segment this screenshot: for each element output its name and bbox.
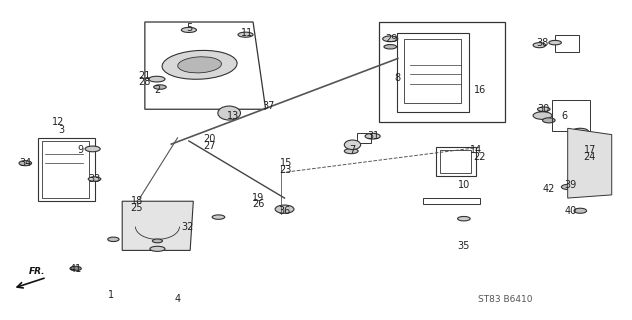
Ellipse shape: [549, 40, 561, 45]
Ellipse shape: [107, 237, 119, 242]
Text: 9: 9: [77, 146, 83, 156]
Bar: [555, 35, 579, 52]
Text: 10: 10: [458, 180, 470, 190]
Text: 32: 32: [181, 222, 193, 232]
Ellipse shape: [152, 239, 162, 243]
Ellipse shape: [344, 148, 358, 154]
Text: 33: 33: [88, 174, 100, 184]
Ellipse shape: [218, 106, 241, 120]
Bar: [396, 33, 469, 112]
Text: 7: 7: [349, 146, 356, 156]
Text: 26: 26: [252, 199, 264, 209]
Bar: [440, 150, 471, 173]
Ellipse shape: [344, 140, 361, 149]
Text: 40: 40: [565, 206, 577, 216]
Ellipse shape: [149, 76, 165, 82]
Ellipse shape: [458, 216, 470, 221]
Ellipse shape: [150, 246, 165, 252]
Bar: [423, 198, 480, 204]
Text: 15: 15: [279, 158, 292, 168]
Text: 34: 34: [19, 158, 32, 168]
Text: FR.: FR.: [28, 267, 45, 276]
Text: 1: 1: [109, 290, 114, 300]
Text: 28: 28: [138, 77, 151, 87]
Text: 31: 31: [368, 131, 380, 141]
Ellipse shape: [572, 128, 588, 135]
Text: 25: 25: [130, 203, 143, 212]
Ellipse shape: [533, 112, 552, 119]
Bar: [552, 100, 590, 132]
Text: 35: 35: [458, 241, 470, 251]
Bar: [38, 138, 95, 201]
Ellipse shape: [365, 133, 380, 139]
Ellipse shape: [238, 32, 253, 37]
Bar: [357, 133, 371, 142]
Ellipse shape: [154, 85, 166, 89]
Ellipse shape: [70, 266, 82, 271]
Text: 39: 39: [565, 180, 577, 190]
Ellipse shape: [384, 44, 396, 49]
Text: 22: 22: [473, 152, 486, 162]
Ellipse shape: [383, 36, 398, 42]
Bar: [42, 141, 90, 198]
Polygon shape: [568, 128, 612, 198]
Text: 12: 12: [52, 117, 64, 127]
Ellipse shape: [178, 57, 221, 73]
Ellipse shape: [212, 215, 225, 219]
Ellipse shape: [162, 50, 237, 79]
Ellipse shape: [561, 184, 574, 189]
Text: 30: 30: [538, 104, 550, 114]
Text: 24: 24: [583, 152, 596, 162]
Text: 14: 14: [470, 146, 483, 156]
Ellipse shape: [19, 161, 32, 166]
Ellipse shape: [542, 118, 555, 123]
Text: 18: 18: [131, 196, 143, 206]
Text: 13: 13: [227, 111, 239, 121]
Text: 17: 17: [583, 146, 596, 156]
Text: 23: 23: [279, 164, 292, 174]
Ellipse shape: [275, 205, 294, 213]
Ellipse shape: [88, 177, 101, 181]
Text: 29: 29: [386, 35, 398, 44]
Text: 5: 5: [186, 23, 192, 33]
Text: 16: 16: [473, 85, 486, 95]
Ellipse shape: [574, 208, 586, 213]
Text: 19: 19: [252, 193, 264, 203]
Ellipse shape: [537, 107, 550, 111]
Ellipse shape: [85, 146, 100, 152]
Text: 27: 27: [203, 141, 216, 151]
Bar: [404, 39, 461, 103]
Polygon shape: [122, 201, 193, 251]
Text: 21: 21: [138, 71, 151, 81]
Bar: [435, 147, 477, 176]
Text: 36: 36: [279, 206, 291, 216]
Text: 3: 3: [58, 125, 64, 135]
Text: 42: 42: [543, 184, 555, 194]
Ellipse shape: [533, 43, 545, 48]
Text: 41: 41: [70, 264, 82, 275]
Ellipse shape: [181, 28, 197, 32]
Text: 6: 6: [561, 111, 568, 121]
Text: 4: 4: [174, 294, 181, 304]
Text: 38: 38: [537, 38, 549, 48]
Text: 20: 20: [203, 134, 216, 144]
Text: 2: 2: [154, 85, 161, 95]
Text: 8: 8: [395, 73, 401, 83]
Text: 37: 37: [263, 101, 275, 111]
Text: ST83 B6410: ST83 B6410: [478, 295, 532, 304]
Text: 11: 11: [241, 28, 253, 38]
